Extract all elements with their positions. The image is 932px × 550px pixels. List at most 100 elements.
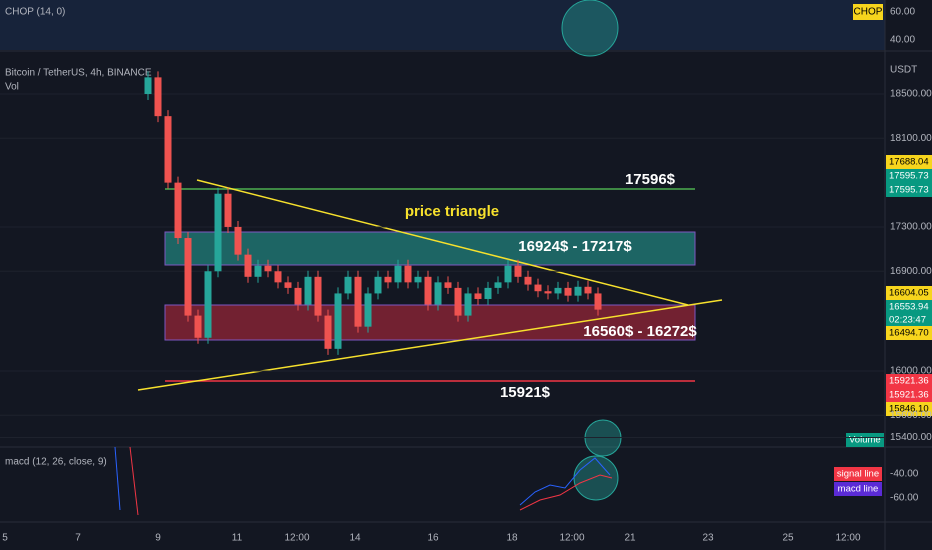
candle bbox=[224, 193, 232, 227]
candle bbox=[514, 265, 522, 277]
price-tag-bg bbox=[846, 433, 884, 447]
upper-zone bbox=[164, 231, 696, 266]
price-tag-bg bbox=[886, 374, 932, 388]
signal-tag-bg bbox=[834, 467, 882, 481]
candle bbox=[174, 182, 182, 239]
candle bbox=[394, 265, 402, 283]
price-tag-bg bbox=[886, 402, 932, 416]
candle bbox=[264, 265, 272, 272]
candle bbox=[504, 265, 512, 283]
currency: USDT bbox=[890, 65, 917, 76]
macd-tick: -60.00 bbox=[890, 493, 919, 504]
y-tick-label: 16000.00 bbox=[890, 366, 932, 377]
candle bbox=[384, 276, 392, 283]
price-tag: 15921.36 bbox=[889, 376, 929, 387]
highlight bbox=[584, 419, 622, 457]
price-tag: Volume bbox=[849, 435, 881, 446]
chop-tick: 40.00 bbox=[890, 35, 915, 46]
macd-label: macd (12, 26, close, 9) bbox=[5, 457, 107, 468]
candle bbox=[164, 116, 172, 183]
candle bbox=[204, 271, 212, 338]
annotation: 17596$ bbox=[625, 171, 676, 188]
x-tick-label: 12:00 bbox=[284, 533, 309, 544]
price-tag-bg bbox=[886, 286, 932, 300]
price-tag-bg bbox=[886, 155, 932, 169]
price-tag-bg bbox=[886, 169, 932, 183]
candle bbox=[234, 226, 242, 255]
candle bbox=[144, 77, 152, 94]
candle bbox=[564, 287, 572, 296]
candle bbox=[254, 265, 262, 277]
highlight bbox=[573, 455, 619, 501]
signal-line bbox=[129, 446, 139, 516]
macd-line bbox=[114, 446, 121, 511]
highlight bbox=[561, 0, 619, 57]
candle bbox=[454, 287, 462, 316]
macd-tag-bg bbox=[834, 482, 882, 496]
price-tag: 16604.05 bbox=[889, 288, 929, 299]
candle bbox=[414, 276, 422, 283]
x-tick-label: 25 bbox=[782, 533, 794, 544]
candle bbox=[544, 291, 552, 294]
candle bbox=[574, 286, 582, 296]
signal-tag: signal line bbox=[837, 469, 879, 480]
candle bbox=[364, 293, 372, 327]
chop-panel bbox=[0, 0, 885, 50]
candle bbox=[464, 293, 472, 316]
candle bbox=[534, 284, 542, 292]
candle bbox=[404, 265, 412, 283]
y-tick-label: 18100.00 bbox=[890, 133, 932, 144]
y-tick-label: 15600.00 bbox=[890, 410, 932, 421]
price-tag-bg bbox=[886, 388, 932, 402]
candle bbox=[584, 286, 592, 294]
candle bbox=[274, 271, 282, 283]
candle bbox=[294, 287, 302, 305]
price-tag: 15921.36 bbox=[889, 390, 929, 401]
candle bbox=[354, 276, 362, 327]
candle bbox=[494, 282, 502, 288]
candle bbox=[344, 276, 352, 294]
candle bbox=[474, 293, 482, 299]
y-tick-label: 17300.00 bbox=[890, 222, 932, 233]
x-tick-label: 23 bbox=[702, 533, 714, 544]
candle bbox=[594, 293, 602, 310]
candle bbox=[434, 282, 442, 305]
chop-tag: CHOP bbox=[854, 7, 883, 18]
x-axis: 5 7 9 11 12:00 14 16 18 12:00 21 23 25 12:00 bbox=[2, 533, 861, 544]
x-tick-label: 7 bbox=[75, 533, 81, 544]
price-tag-bg bbox=[886, 313, 932, 327]
candle bbox=[424, 276, 432, 305]
x-tick-label: 5 bbox=[2, 533, 8, 544]
trend-line bbox=[196, 179, 689, 306]
chop-tick: 60.00 bbox=[890, 7, 915, 18]
price-tag-bg bbox=[886, 300, 932, 314]
price-tags: 17688.04 17595.73 17595.73 16604.05 16553.94… bbox=[846, 155, 932, 447]
signal-line bbox=[519, 474, 613, 511]
x-tick-label: 21 bbox=[624, 533, 636, 544]
x-tick-label: 12:00 bbox=[835, 533, 860, 544]
price-tag-bg bbox=[886, 326, 932, 340]
candle bbox=[184, 238, 192, 316]
candle bbox=[554, 287, 562, 294]
y-tick-label: 18500.00 bbox=[890, 89, 932, 100]
candle bbox=[324, 315, 332, 349]
volume-label: Vol bbox=[5, 82, 19, 93]
candle bbox=[524, 276, 532, 285]
price-tag: 16553.94 bbox=[889, 302, 929, 313]
price-tag: 17595.73 bbox=[889, 185, 929, 196]
x-tick-label: 16 bbox=[427, 533, 439, 544]
x-tick-label: 14 bbox=[349, 533, 361, 544]
candle bbox=[244, 254, 252, 277]
price-tag-bg bbox=[886, 183, 932, 197]
candle bbox=[194, 315, 202, 338]
x-tick-label: 11 bbox=[232, 533, 243, 544]
macd-line bbox=[519, 457, 611, 506]
annotation: 15921$ bbox=[500, 384, 551, 401]
x-tick-label: 18 bbox=[506, 533, 518, 544]
candle bbox=[304, 276, 312, 305]
candle bbox=[484, 287, 492, 299]
candle bbox=[154, 77, 162, 117]
annotation: 16560$ - 16272$ bbox=[583, 323, 697, 340]
price-tag: 16494.70 bbox=[889, 328, 929, 339]
